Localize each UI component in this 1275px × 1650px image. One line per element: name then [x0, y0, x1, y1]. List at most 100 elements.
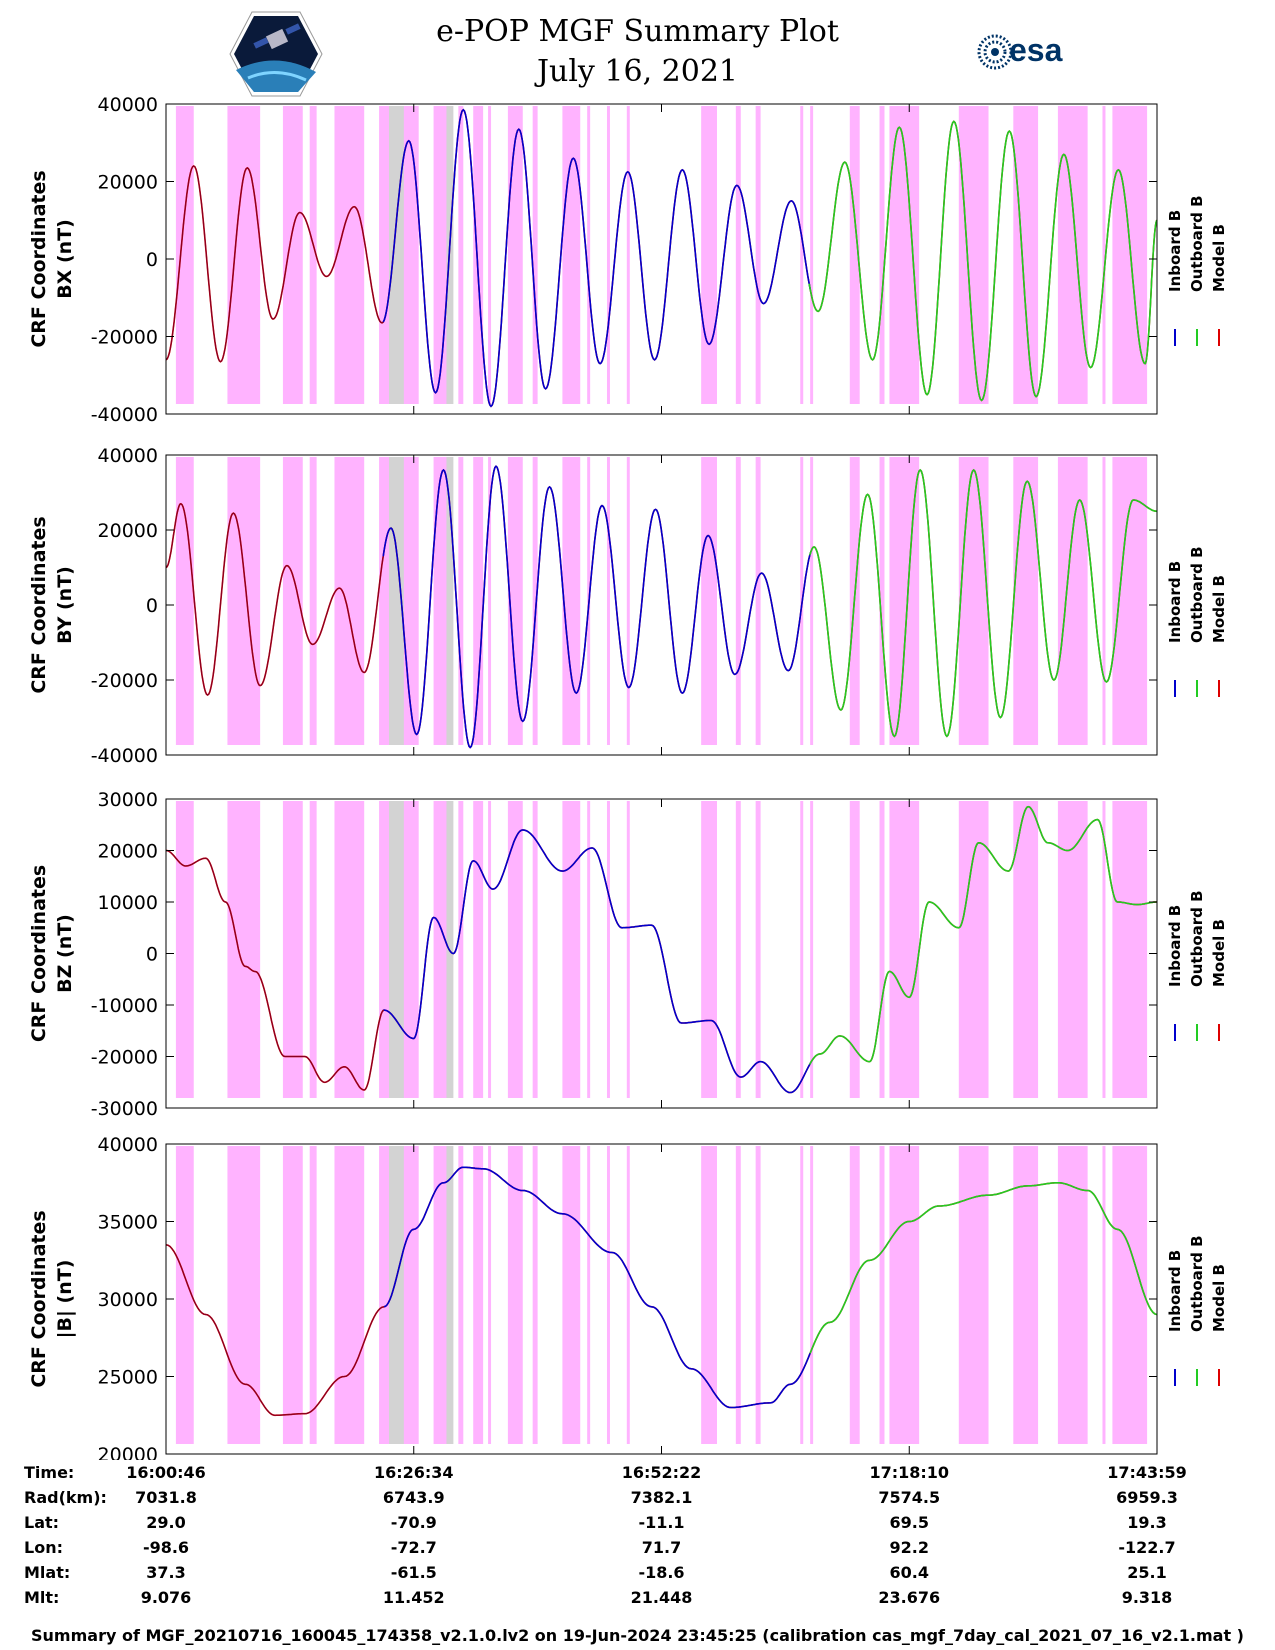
ephemeris-table: Time: 16:00:46 16:26:34 16:52:22 17:18:10 17:…	[0, 1463, 1275, 1633]
pink-band	[488, 106, 492, 404]
ephemeris-value: 71.7	[641, 1538, 682, 1557]
ephemeris-value: -18.6	[638, 1563, 685, 1582]
pink-band	[175, 801, 194, 1098]
ephemeris-value: 69.5	[889, 1513, 929, 1532]
gray-band	[446, 1146, 454, 1444]
pink-band	[1112, 457, 1148, 745]
chart-panel-4: 20000 25000 30000 35000 40000 CRF Coordinates…	[28, 1134, 1228, 1460]
pink-band	[532, 1146, 538, 1444]
pink-band	[800, 801, 804, 1098]
pink-band	[532, 457, 538, 745]
ephemeris-value: 6743.9	[382, 1488, 445, 1507]
pink-band	[849, 1146, 860, 1444]
y-axis-label: CRF Coordinates BY (nT)	[28, 516, 76, 693]
pink-band	[433, 801, 449, 1098]
inboard-series-line	[382, 465, 812, 749]
legend-label: Inboard B	[1166, 561, 1184, 643]
pink-band	[334, 457, 365, 745]
y-tick-label: -40000	[91, 404, 158, 426]
pink-band	[587, 106, 591, 404]
pink-band	[334, 106, 365, 404]
ephemeris-value: -11.1	[638, 1513, 685, 1532]
ephemeris-value: -70.9	[390, 1513, 437, 1532]
y-tick-label: 30000	[98, 789, 158, 811]
pink-band	[849, 801, 860, 1098]
gray-band	[388, 106, 404, 404]
ephemeris-value: 6959.3	[1116, 1488, 1178, 1507]
y-tick-label: -20000	[91, 327, 158, 349]
chart-title: e-POP MGF Summary Plot	[436, 14, 839, 49]
ephemeris-value: 25.1	[1127, 1563, 1167, 1582]
chart-panel-1: -40000 -20000 0 20000 40000 CRF Coordinates BX…	[28, 94, 1228, 426]
pink-band	[735, 801, 741, 1098]
ephemeris-value: 7031.8	[135, 1488, 197, 1507]
pink-band	[532, 801, 538, 1098]
legend-label: Outboard B	[1188, 1235, 1206, 1332]
outboard-series-line	[809, 468, 1158, 738]
ephemeris-value: 16:00:46	[126, 1463, 206, 1482]
pink-band	[1102, 106, 1106, 404]
y-axis-label-line: BX (nT)	[54, 219, 76, 299]
pink-band	[810, 457, 814, 745]
ephemeris-value: -98.6	[142, 1538, 190, 1557]
pink-band	[735, 1146, 741, 1444]
pink-band	[473, 457, 484, 745]
pink-band	[889, 801, 920, 1098]
pink-band	[1013, 801, 1039, 1098]
pink-band	[800, 1146, 804, 1444]
ephemeris-row-label: Time:	[24, 1463, 75, 1482]
pink-band	[175, 1146, 194, 1444]
ephemeris-value: 17:18:10	[869, 1463, 950, 1482]
y-axis-label: CRF Coordinates |B| (nT)	[28, 1210, 76, 1387]
pink-band	[626, 457, 630, 745]
pink-band	[334, 801, 365, 1098]
y-tick-label: 40000	[98, 1134, 158, 1156]
pink-band	[810, 106, 814, 404]
ephemeris-value: 19.3	[1127, 1513, 1167, 1532]
pink-band	[735, 106, 741, 404]
outboard-series-line	[808, 805, 1157, 1065]
pink-band	[175, 457, 194, 745]
pink-band	[227, 457, 261, 745]
pink-band	[507, 457, 523, 745]
y-tick-label: 10000	[98, 892, 158, 914]
pink-band	[1057, 457, 1088, 745]
pink-band	[227, 106, 261, 404]
ephemeris-value: 23.676	[878, 1588, 941, 1607]
pink-band	[507, 801, 523, 1098]
pink-band	[1013, 106, 1039, 404]
y-tick-label: 0	[146, 249, 158, 271]
pink-band	[227, 1146, 261, 1444]
cassiope-satellite-logo-icon	[229, 11, 323, 97]
pink-band	[334, 1146, 365, 1444]
esa-logo: esa	[975, 32, 1095, 76]
pink-band	[1057, 1146, 1088, 1444]
ephemeris-row-label: Mlt:	[24, 1588, 60, 1607]
pink-band	[458, 106, 464, 404]
y-tick-label: -20000	[91, 1047, 158, 1069]
pink-band	[488, 801, 492, 1098]
inboard-series-line	[382, 829, 812, 1094]
pink-band	[626, 106, 630, 404]
y-axis-label-line: CRF Coordinates	[28, 516, 50, 693]
ephemeris-value: 9.318	[1121, 1588, 1173, 1607]
ephemeris-value: -122.7	[1118, 1538, 1176, 1557]
ephemeris-value: 60.4	[889, 1563, 929, 1582]
legend-label: Outboard B	[1188, 546, 1206, 643]
pink-band	[626, 801, 630, 1098]
pink-band	[507, 1146, 523, 1444]
pink-band	[879, 106, 885, 404]
pink-band	[562, 457, 581, 745]
gray-band	[388, 801, 404, 1098]
pink-band	[488, 457, 492, 745]
pink-band	[1013, 1146, 1039, 1444]
pink-band	[810, 1146, 814, 1444]
ephemeris-value: -61.5	[390, 1563, 437, 1582]
pink-band	[889, 1146, 920, 1444]
inboard-series-line	[165, 165, 384, 363]
y-axis-label-line: BZ (nT)	[54, 914, 76, 993]
pink-band	[282, 1146, 303, 1444]
y-tick-label: 20000	[98, 1444, 158, 1460]
pink-band	[879, 1146, 885, 1444]
pink-band	[473, 801, 484, 1098]
